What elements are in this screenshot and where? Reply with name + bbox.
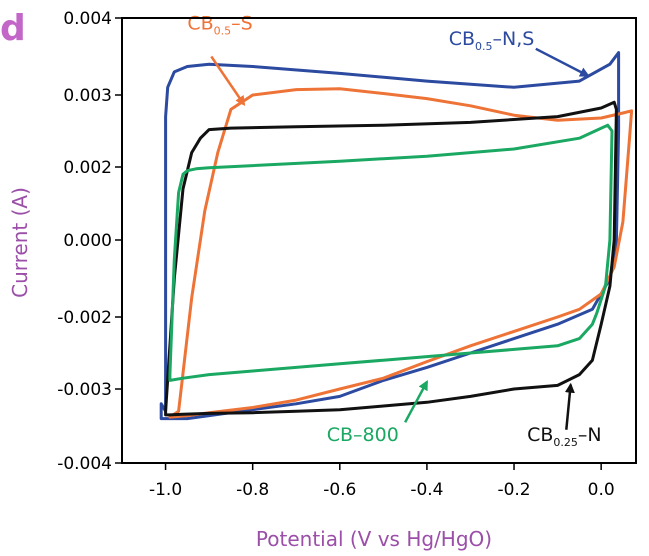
annotation-label: CB0.25–N <box>527 424 602 449</box>
y-tick-label: 0.004 <box>63 9 112 29</box>
annotation-arrow <box>535 47 590 77</box>
x-tick-label: -0.2 <box>497 480 530 500</box>
annotation-arrow <box>404 380 429 423</box>
series-layer <box>159 51 634 421</box>
y-tick-label: 0.000 <box>63 231 112 251</box>
series-cb0-25-n <box>164 100 618 417</box>
y-tick-label: 0.002 <box>63 158 112 178</box>
x-tick-label: 0.0 <box>588 480 615 500</box>
x-tick-label: -1.0 <box>149 480 182 500</box>
y-tick-label: -0.003 <box>57 380 112 400</box>
annotation-label: CB–800 <box>327 424 399 446</box>
x-tick-label: -0.6 <box>323 480 356 500</box>
annotation-label: CB0.5–S <box>187 13 252 38</box>
x-tick-label: -0.8 <box>236 480 269 500</box>
panel-label: d <box>0 8 26 49</box>
axis-layer: -1.0 -0.8 -0.6 -0.4 -0.2 0.0 -0.004 -0.003 -0.00… <box>57 9 614 500</box>
series-cb-800 <box>168 123 614 382</box>
y-tick-label: 0.003 <box>63 86 112 106</box>
y-axis-title: Current (A) <box>8 187 32 298</box>
x-axis-title: Potential (V vs Hg/HgO) <box>256 527 492 551</box>
x-tick-label: -0.4 <box>410 480 443 500</box>
annotation-label: CB0.5–N,S <box>449 28 535 53</box>
annotation-arrow <box>210 55 246 107</box>
y-tick-label: -0.002 <box>57 308 112 328</box>
y-tick-label: -0.004 <box>57 454 112 474</box>
annotation-arrow <box>564 382 575 430</box>
series-cb0-5-s <box>168 87 634 419</box>
series-cb0-5-n-s <box>159 51 621 421</box>
